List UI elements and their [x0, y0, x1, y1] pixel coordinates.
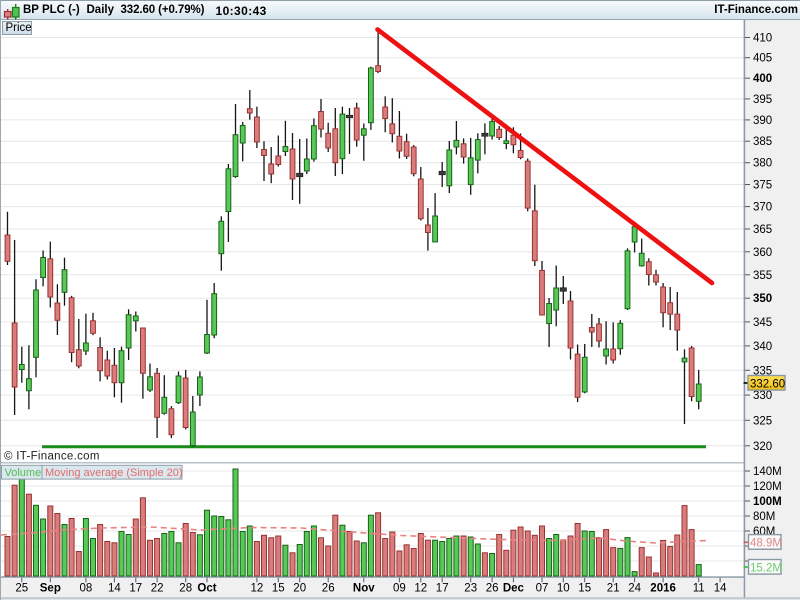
- svg-text:Oct: Oct: [197, 583, 216, 595]
- svg-text:23: 23: [464, 583, 477, 595]
- svg-text:17: 17: [129, 583, 142, 595]
- svg-text:25: 25: [15, 583, 28, 595]
- svg-text:405: 405: [753, 53, 772, 65]
- svg-text:380: 380: [753, 158, 772, 170]
- svg-text:365: 365: [753, 224, 772, 236]
- svg-text:20: 20: [293, 583, 306, 595]
- svg-text:390: 390: [753, 115, 772, 127]
- svg-text:Sep: Sep: [40, 583, 61, 595]
- svg-text:400: 400: [753, 73, 772, 85]
- svg-text:26: 26: [486, 583, 499, 595]
- svg-text:11: 11: [693, 583, 705, 595]
- svg-text:385: 385: [753, 136, 772, 148]
- svg-text:22: 22: [151, 583, 164, 595]
- svg-text:26: 26: [322, 583, 335, 595]
- svg-text:360: 360: [753, 247, 772, 259]
- svg-text:09: 09: [393, 583, 406, 595]
- svg-text:28: 28: [179, 583, 192, 595]
- svg-text:330: 330: [753, 390, 772, 402]
- svg-text:Moving average (Simple 20): Moving average (Simple 20): [45, 467, 183, 479]
- svg-text:08: 08: [80, 583, 93, 595]
- svg-text:355: 355: [753, 270, 772, 282]
- svg-text:325: 325: [753, 415, 772, 427]
- svg-text:Nov: Nov: [353, 583, 375, 595]
- svg-text:320: 320: [753, 441, 772, 453]
- svg-text:10: 10: [557, 583, 570, 595]
- svg-text:15.2M: 15.2M: [750, 563, 782, 575]
- svg-text:Volume: Volume: [5, 467, 42, 479]
- svg-text:100M: 100M: [753, 496, 782, 508]
- svg-text:2016: 2016: [650, 583, 676, 595]
- svg-text:14: 14: [108, 583, 121, 595]
- svg-text:335: 335: [753, 365, 772, 377]
- svg-text:375: 375: [753, 180, 772, 192]
- svg-text:21: 21: [607, 583, 620, 595]
- svg-text:12: 12: [251, 583, 264, 595]
- svg-text:15: 15: [272, 583, 285, 595]
- svg-text:14: 14: [714, 583, 727, 595]
- svg-text:17: 17: [436, 583, 449, 595]
- svg-text:340: 340: [753, 341, 772, 353]
- svg-text:12: 12: [414, 583, 427, 595]
- svg-text:80M: 80M: [753, 511, 775, 523]
- svg-text:140M: 140M: [753, 466, 782, 478]
- svg-text:350: 350: [753, 293, 772, 305]
- svg-text:48.9M: 48.9M: [750, 538, 782, 550]
- svg-text:© IT-Finance.com: © IT-Finance.com: [4, 451, 100, 463]
- svg-text:395: 395: [753, 94, 772, 106]
- svg-text:15: 15: [578, 583, 591, 595]
- svg-text:332.60: 332.60: [750, 379, 785, 391]
- svg-text:345: 345: [753, 317, 772, 329]
- svg-text:07: 07: [536, 583, 549, 595]
- svg-text:370: 370: [753, 202, 772, 214]
- svg-text:120M: 120M: [753, 481, 782, 493]
- svg-text:410: 410: [753, 33, 772, 45]
- svg-text:24: 24: [628, 583, 641, 595]
- svg-text:Dec: Dec: [503, 583, 525, 595]
